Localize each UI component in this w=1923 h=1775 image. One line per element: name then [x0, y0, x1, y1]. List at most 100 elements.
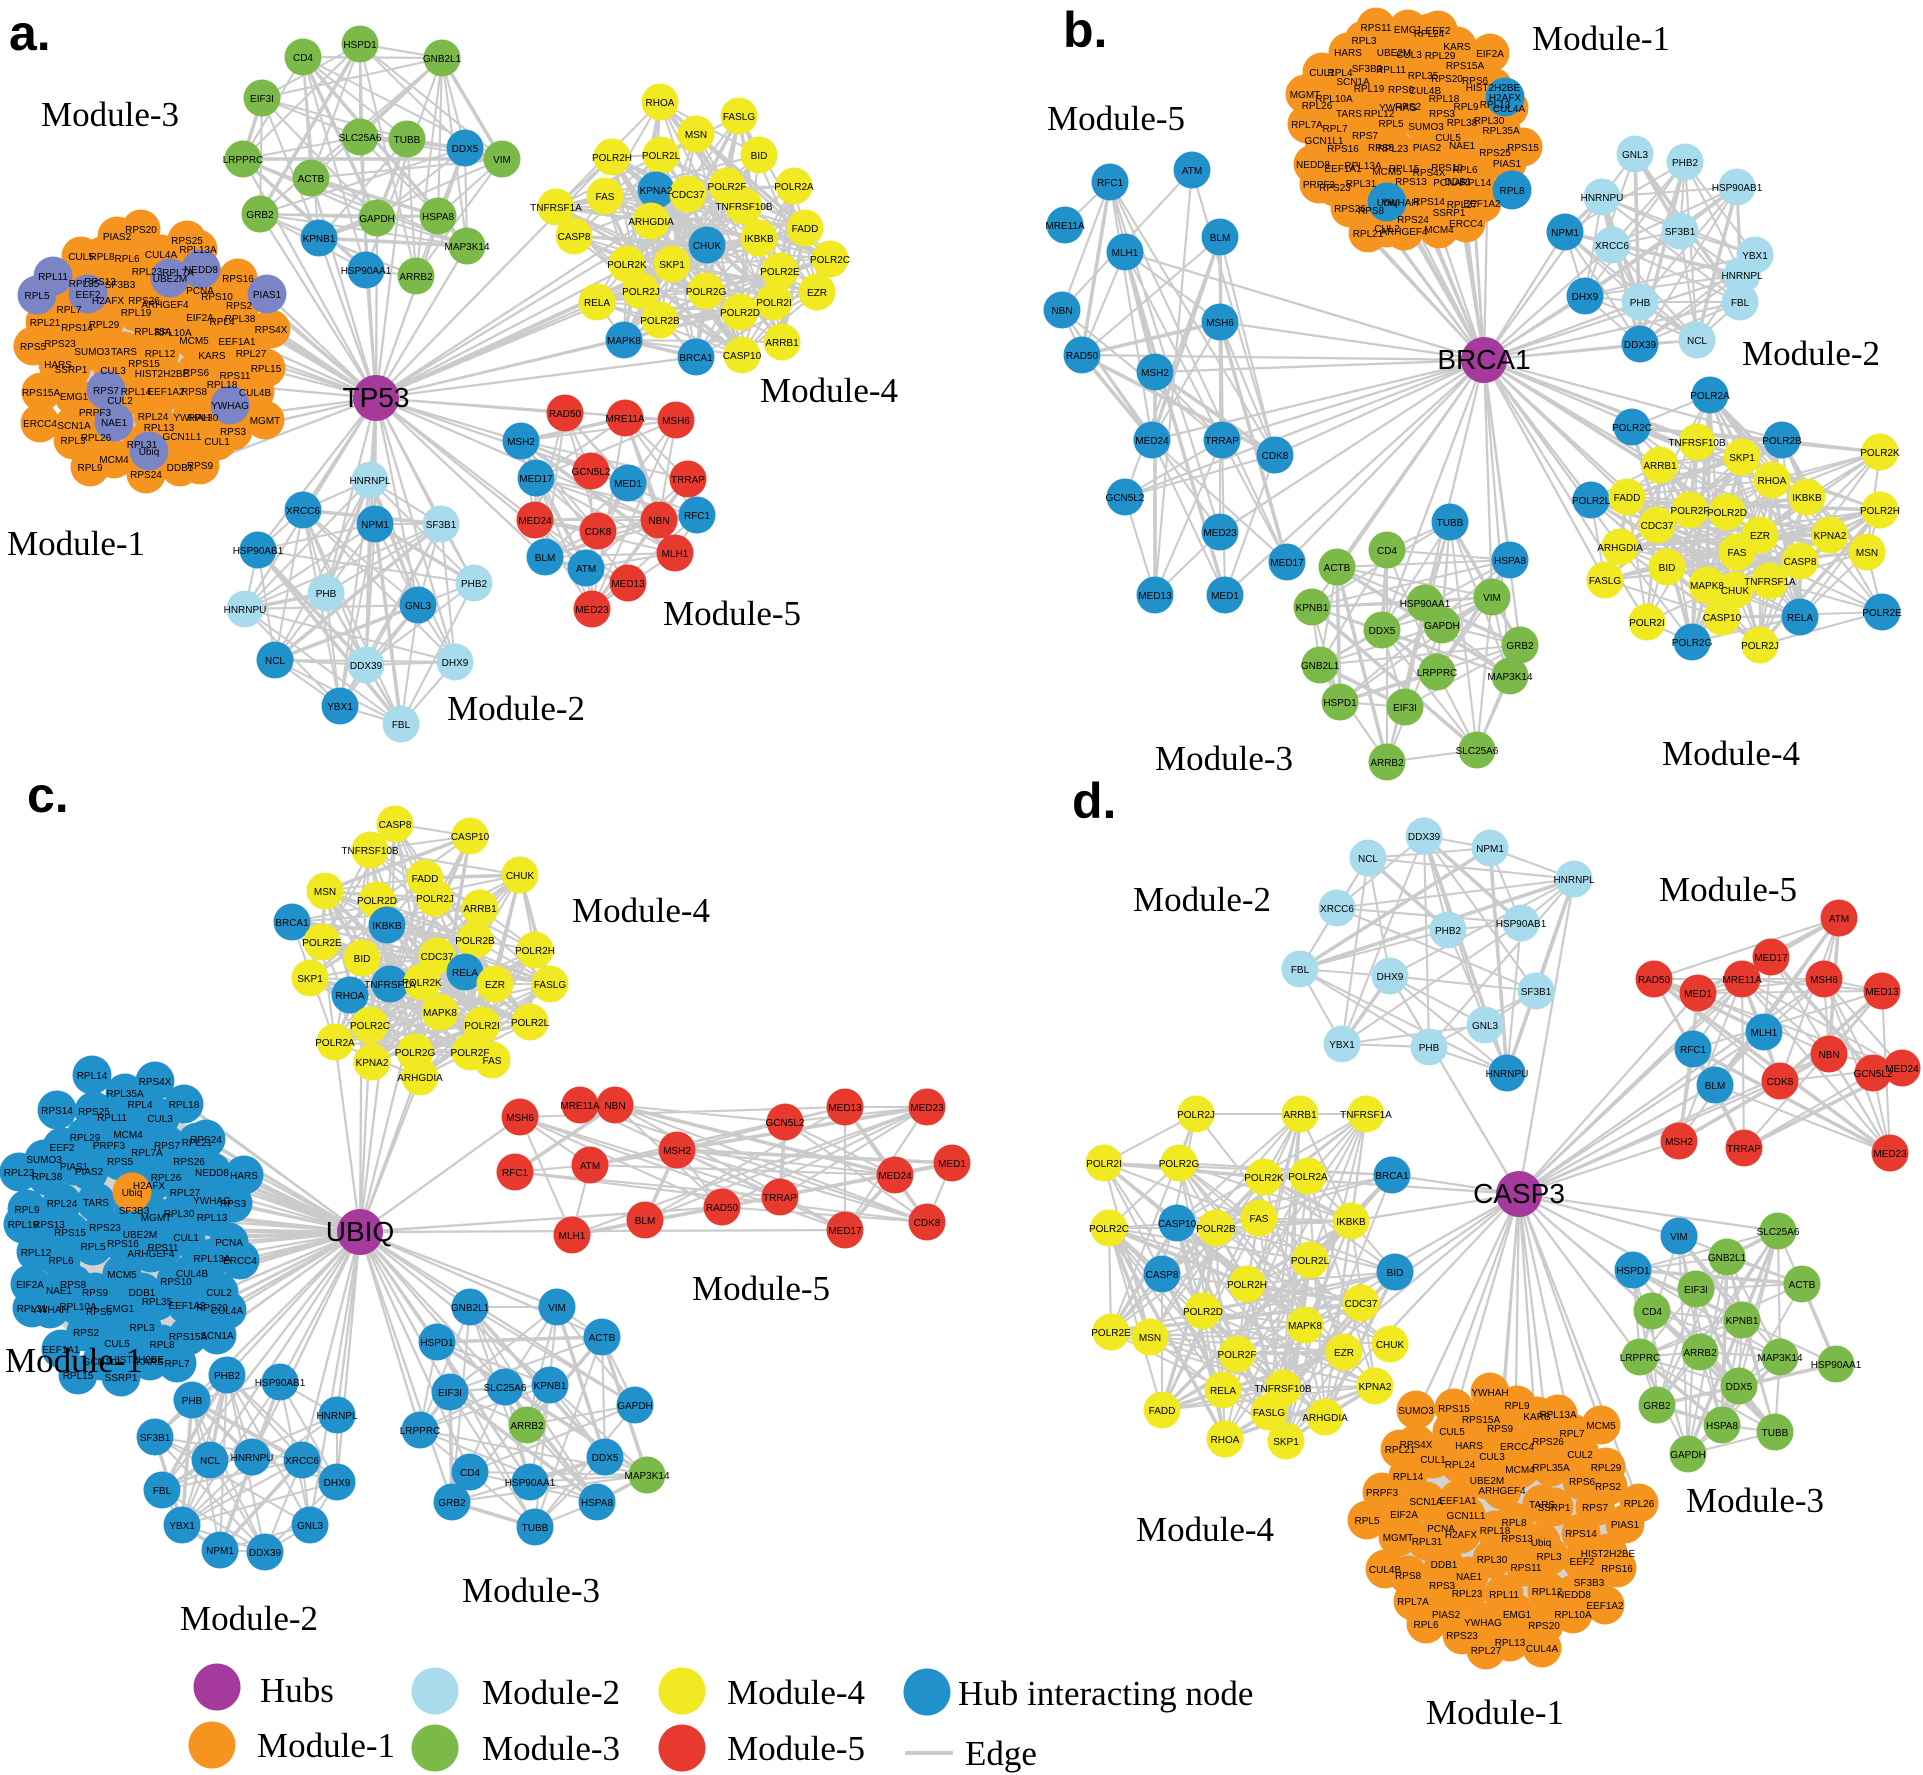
- svg-text:Module-4: Module-4: [572, 891, 710, 930]
- svg-text:FADD: FADD: [1614, 493, 1641, 504]
- svg-text:RPL31: RPL31: [1412, 1537, 1443, 1548]
- svg-text:RPL15: RPL15: [251, 364, 282, 375]
- svg-text:RPL24: RPL24: [1414, 29, 1445, 40]
- svg-text:POLR2F: POLR2F: [1218, 1350, 1257, 1361]
- svg-text:RPL8: RPL8: [149, 1340, 174, 1351]
- svg-text:RPL6: RPL6: [1413, 1620, 1438, 1631]
- svg-text:CUL3: CUL3: [100, 366, 126, 377]
- svg-text:CDK8: CDK8: [1767, 1077, 1794, 1088]
- svg-text:HSPA8: HSPA8: [581, 1498, 613, 1509]
- svg-text:FAS: FAS: [1728, 548, 1747, 559]
- svg-text:RPS5: RPS5: [1368, 143, 1395, 154]
- svg-text:MED24: MED24: [878, 1171, 912, 1182]
- svg-text:GCN1L1: GCN1L1: [163, 432, 202, 443]
- svg-text:RPS26: RPS26: [1532, 1437, 1564, 1448]
- svg-text:CUL3: CUL3: [1396, 50, 1422, 61]
- svg-text:MED13: MED13: [1138, 591, 1172, 602]
- svg-text:RPL14: RPL14: [1461, 178, 1492, 189]
- svg-text:RPS7: RPS7: [1352, 131, 1379, 142]
- svg-text:MAP3K14: MAP3K14: [624, 1471, 669, 1482]
- svg-text:DDB1: DDB1: [1445, 177, 1472, 188]
- svg-text:Ubiq: Ubiq: [139, 447, 160, 458]
- svg-text:RPL7: RPL7: [164, 1359, 189, 1370]
- svg-text:MCM4: MCM4: [1505, 1465, 1535, 1476]
- svg-text:ACTB: ACTB: [1324, 563, 1351, 574]
- svg-text:YWHAH: YWHAH: [31, 1305, 68, 1316]
- svg-text:TNFRSF10B: TNFRSF10B: [341, 846, 399, 857]
- svg-text:RPL19: RPL19: [8, 1220, 39, 1231]
- svg-text:EEF1A1: EEF1A1: [42, 1345, 80, 1356]
- svg-text:CUL4B: CUL4B: [176, 1269, 209, 1280]
- svg-text:RPS26: RPS26: [173, 1157, 205, 1168]
- svg-text:DDX39: DDX39: [1408, 832, 1441, 843]
- svg-text:PHB2: PHB2: [1672, 158, 1699, 169]
- svg-text:NAE1: NAE1: [1449, 141, 1476, 152]
- svg-text:DDB1: DDB1: [129, 1288, 156, 1299]
- svg-text:MED1: MED1: [938, 1159, 966, 1170]
- svg-text:XRCC6: XRCC6: [1320, 904, 1354, 915]
- svg-text:KARS: KARS: [1443, 42, 1471, 53]
- svg-text:EEF1A2: EEF1A2: [1586, 1601, 1624, 1612]
- svg-text:GNL3: GNL3: [297, 1521, 324, 1532]
- svg-text:RPS16: RPS16: [1601, 1564, 1633, 1575]
- svg-text:YBX1: YBX1: [1329, 1040, 1355, 1051]
- svg-text:YWHAH: YWHAH: [1471, 1388, 1508, 1399]
- svg-text:SLC25A6: SLC25A6: [484, 1383, 527, 1394]
- svg-text:SF3B3: SF3B3: [119, 1206, 150, 1217]
- svg-text:YWHAG: YWHAG: [1464, 1618, 1502, 1629]
- svg-text:RPL23: RPL23: [4, 1168, 35, 1179]
- svg-text:PCNA: PCNA: [1433, 178, 1461, 189]
- svg-text:POLR2E: POLR2E: [1862, 608, 1902, 619]
- svg-text:DHX9: DHX9: [1377, 972, 1404, 983]
- svg-text:BRCA1: BRCA1: [1437, 344, 1530, 375]
- svg-text:FASLG: FASLG: [723, 112, 755, 123]
- svg-text:RPL6: RPL6: [48, 1256, 73, 1267]
- svg-text:RELA: RELA: [1787, 613, 1813, 624]
- svg-text:MCM4: MCM4: [1424, 225, 1454, 236]
- svg-text:NBN: NBN: [1818, 1050, 1839, 1061]
- svg-text:POLR2I: POLR2I: [464, 1021, 500, 1032]
- svg-text:NEDD8: NEDD8: [1557, 1590, 1591, 1601]
- svg-text:CUL5: CUL5: [68, 252, 94, 263]
- svg-text:EEF1A2: EEF1A2: [168, 1301, 206, 1312]
- svg-text:RPS26: RPS26: [128, 296, 160, 307]
- svg-text:RPS20: RPS20: [1528, 1621, 1560, 1632]
- svg-text:RPS8: RPS8: [60, 1280, 87, 1291]
- svg-text:DHX9: DHX9: [324, 1478, 351, 1489]
- svg-text:PHB2: PHB2: [214, 1371, 241, 1382]
- svg-text:RPL29: RPL29: [1425, 51, 1456, 62]
- svg-text:PIAS1: PIAS1: [1493, 159, 1522, 170]
- svg-text:CD4: CD4: [293, 53, 313, 64]
- svg-text:POLR2E: POLR2E: [760, 267, 800, 278]
- svg-text:RPL6: RPL6: [1452, 165, 1477, 176]
- svg-text:MCM5: MCM5: [1586, 1421, 1616, 1432]
- svg-text:PIAS2: PIAS2: [1413, 143, 1442, 154]
- svg-text:RPL13A: RPL13A: [193, 1254, 231, 1265]
- svg-text:IKBKB: IKBKB: [744, 234, 774, 245]
- svg-text:RPL11: RPL11: [1376, 65, 1406, 76]
- svg-text:KPNA2: KPNA2: [356, 1058, 389, 1069]
- svg-text:RPL13A: RPL13A: [179, 245, 217, 256]
- svg-text:ARRB2: ARRB2: [1683, 1348, 1717, 1359]
- svg-text:MED17: MED17: [1270, 558, 1304, 569]
- svg-text:RPL9: RPL9: [14, 1205, 39, 1216]
- svg-text:RPS4X: RPS4X: [255, 325, 288, 336]
- svg-text:Module-5: Module-5: [1659, 870, 1797, 909]
- svg-text:EZR: EZR: [485, 980, 505, 991]
- svg-text:EIF3I: EIF3I: [438, 1388, 462, 1399]
- svg-text:RPS2: RPS2: [73, 1328, 100, 1339]
- svg-text:BRCA1: BRCA1: [1375, 1171, 1409, 1182]
- svg-text:YBX1: YBX1: [1742, 251, 1768, 262]
- svg-text:POLR2L: POLR2L: [1291, 1256, 1330, 1267]
- svg-text:RPS15A: RPS15A: [169, 1332, 208, 1343]
- svg-text:SF3B1: SF3B1: [140, 1433, 171, 1444]
- svg-text:PHB: PHB: [316, 589, 337, 600]
- svg-text:RPL21: RPL21: [1353, 229, 1384, 240]
- svg-text:RPL5: RPL5: [24, 291, 49, 302]
- svg-text:CD4: CD4: [460, 1468, 480, 1479]
- svg-text:RPL35: RPL35: [1408, 71, 1439, 82]
- svg-text:SF3B3: SF3B3: [105, 280, 136, 291]
- svg-text:POLR2B: POLR2B: [1762, 436, 1802, 447]
- svg-text:EIF2A: EIF2A: [1476, 49, 1504, 60]
- svg-text:Module-5: Module-5: [663, 594, 801, 633]
